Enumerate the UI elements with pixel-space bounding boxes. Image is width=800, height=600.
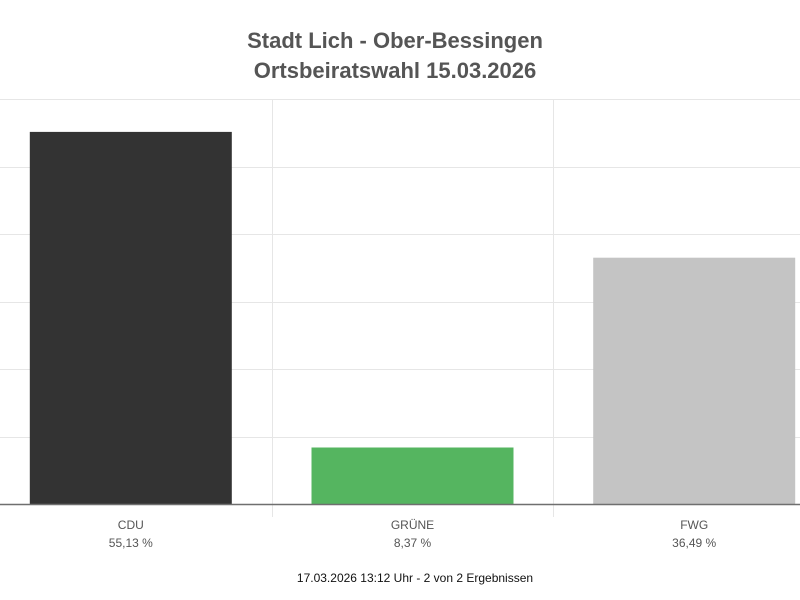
chart-title: Stadt Lich - Ober-Bessingen [247, 28, 543, 53]
chart-subtitle: Ortsbeiratswahl 15.03.2026 [253, 58, 537, 83]
results-status-text: 17.03.2026 13:12 Uhr - 2 von 2 Ergebniss… [296, 571, 534, 585]
bar-grüne [311, 447, 514, 504]
value-label: 8,37 % [394, 536, 432, 550]
value-label: 55,13 % [109, 536, 153, 550]
bar-cdu [29, 131, 232, 504]
category-label: CDU [118, 518, 144, 532]
value-label: 36,49 % [672, 536, 716, 550]
category-label: GRÜNE [391, 518, 434, 532]
category-label: FWG [680, 518, 708, 532]
bar-fwg [593, 257, 796, 504]
